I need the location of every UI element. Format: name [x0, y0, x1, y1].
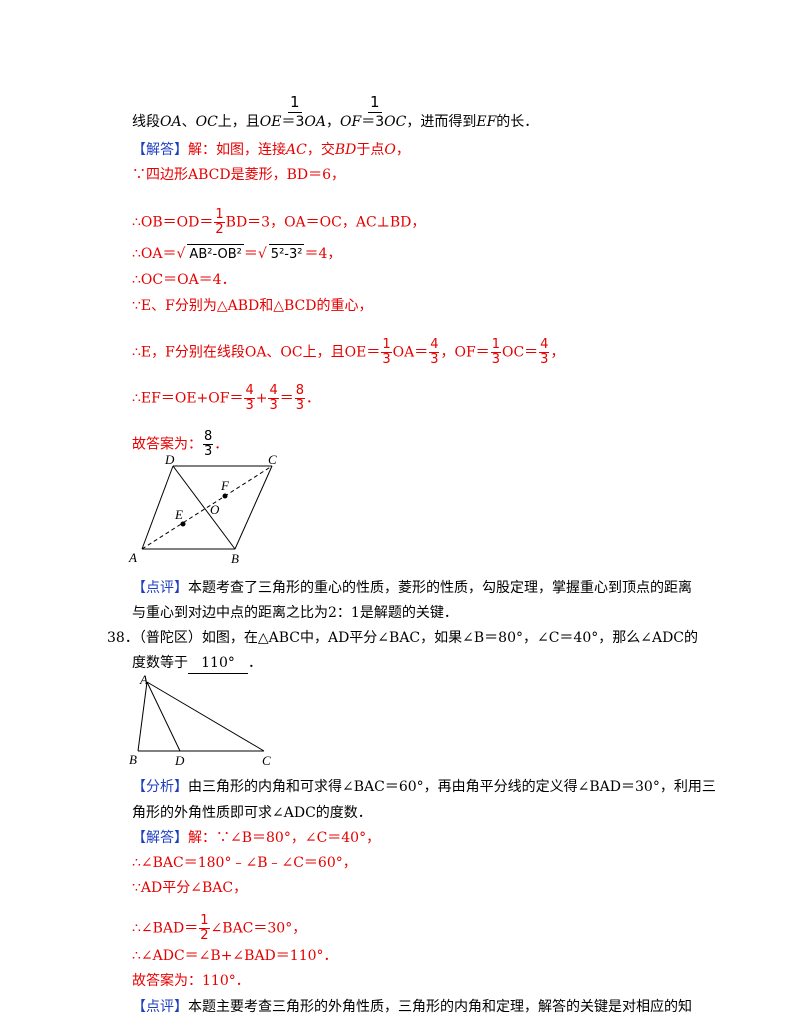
text-line: ∵AD平分∠BAC， — [132, 880, 248, 896]
text-line: ∴OB＝OD＝ 1 2 BD＝3，OA＝OC，AC⊥BD， — [132, 207, 426, 237]
text-line: ∴E，F分别在线段OA、OC上，且OE＝ 1 3 OA＝ 4 3 ，OF＝ 1 3 OC＝ 4 3， — [132, 337, 565, 367]
text-line: 【解答】解：∵∠B＝80°，∠C＝40°， — [132, 830, 381, 846]
text-line: ∴∠BAC＝180°﹣∠B﹣∠C＝60°， — [132, 855, 357, 871]
text-line: 线段OA、OC上，且OE＝3OA，OF＝3OC，进而得到EF的长． — [132, 114, 539, 130]
point-label: D — [174, 753, 185, 767]
text-line: 【解答】解：如图，连接AC，交BD于点O， — [132, 142, 410, 158]
text-line: 【分析】由三角形的内角和可求得∠BAC＝60°，再由角平分线的定义得∠BAD＝3… — [132, 779, 716, 795]
question-38: 38．（普陀区）如图，在△ABC中，AD平分∠BAC，如果∠B＝80°，∠C＝4… — [107, 630, 699, 646]
point-label: A — [128, 550, 137, 565]
point-label: F — [220, 478, 230, 493]
point-label: D — [164, 452, 175, 467]
section-tag: 【点评】 — [132, 999, 188, 1015]
text-line: ∴OC＝OA＝4． — [132, 272, 236, 288]
section-tag: 【点评】 — [132, 580, 188, 596]
point-label: B — [231, 551, 239, 566]
triangle-figure: A B D C — [129, 672, 271, 767]
text-line: ∵四边形ABCD是菱形，BD＝6， — [132, 167, 346, 183]
section-tag: 【解答】 — [132, 142, 188, 158]
text-line: 故答案为： 8 3 ． — [132, 429, 229, 459]
text-line: 【点评】本题考查了三角形的重心的性质，菱形的性质，勾股定理，掌握重心到顶点的距离 — [132, 580, 692, 596]
section-tag: 【解答】 — [132, 830, 188, 846]
answer-blank: 110° — [188, 653, 248, 674]
text-line: ∴EF＝OE+OF＝ 4 3 +4 3 ＝ 8 3 ． — [132, 383, 321, 413]
point-label: C — [262, 753, 271, 767]
point-label: C — [268, 452, 277, 467]
rhombus-figure: A B C D E F O — [128, 452, 277, 566]
text-line: 与重心到对边中点的距离之比为2：1是解题的关键． — [132, 605, 458, 621]
fraction-numerator: 1 — [370, 93, 380, 111]
text-line: 故答案为：110°． — [132, 973, 250, 989]
text-line: 度数等于 110° ． — [132, 653, 262, 674]
text-line: ∴∠BAD＝ 1 2 ∠BAC＝30°， — [132, 913, 307, 943]
text-line: 【点评】本题主要考查三角形的外角性质，三角形的内角和定理，解答的关键是对相应的知 — [132, 999, 692, 1015]
point-label: B — [129, 752, 137, 767]
point-label: E — [174, 507, 183, 522]
section-tag: 【分析】 — [132, 779, 188, 795]
text-line: ∴∠ADC＝∠B+∠BAD＝110°． — [132, 948, 338, 964]
point-label: O — [210, 502, 220, 517]
fraction-numerator: 1 — [290, 93, 300, 111]
text-line: ∴OA＝√ AB²-OB² ＝√ 5²-3² ＝4， — [132, 244, 341, 265]
text-line: ∵E、F分别为△ABD和△BCD的重心， — [132, 298, 373, 314]
text-line: 角形的外角性质即可求∠ADC的度数． — [132, 805, 372, 821]
point-label: A — [139, 672, 148, 687]
